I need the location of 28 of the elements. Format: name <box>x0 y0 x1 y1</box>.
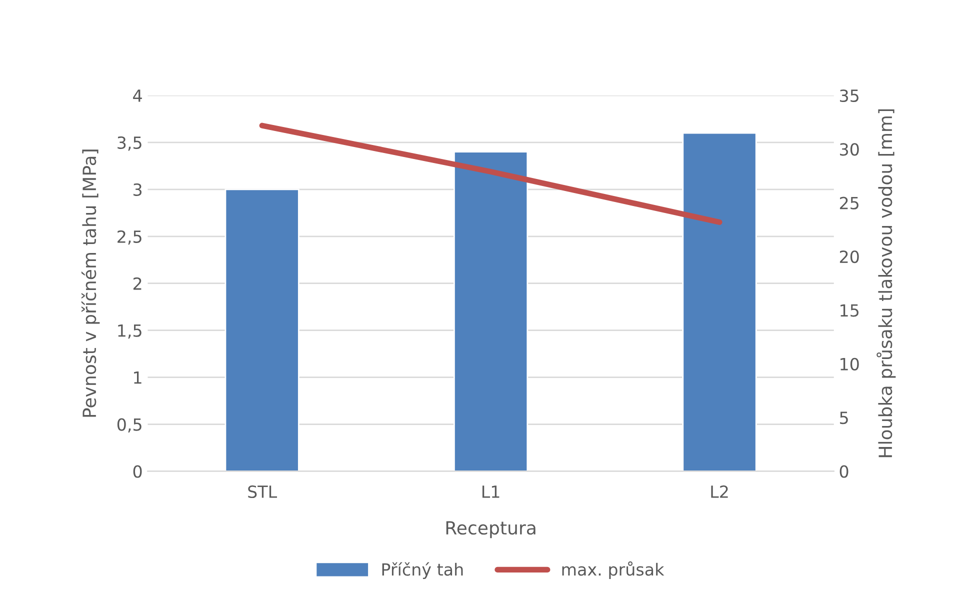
y-tick-label: 1 <box>134 371 142 384</box>
y2-axis-title: Hloubka průsaku tlakovou vodou [mm] <box>876 109 896 458</box>
y2-tick-label: 35 <box>840 89 858 102</box>
y-tick-label: 3 <box>134 183 142 196</box>
legend-label: Příčný tah <box>382 562 463 579</box>
y2-tick-label: 5 <box>840 412 848 424</box>
y-tick-label: 1,5 <box>118 324 142 339</box>
y-tick-label: 0,5 <box>117 418 142 433</box>
y-tick-label: 0 <box>133 465 142 478</box>
y2-tick-label: 0 <box>840 465 848 478</box>
y2-tick-label: 20 <box>840 250 859 264</box>
x-tick-label: L1 <box>482 486 500 498</box>
y2-tick-label: 25 <box>840 196 858 210</box>
y-tick-label: 4 <box>133 90 142 102</box>
legend-label: max. průsak <box>562 561 664 579</box>
y-axis-title: Pevnost v příčném tahu [MPa] <box>81 150 100 417</box>
bar <box>682 132 757 472</box>
y-tick-label: 2,5 <box>118 230 142 245</box>
x-axis-title: Receptura <box>446 521 536 538</box>
x-tick-label: STL <box>248 485 278 498</box>
y2-tick-label: 15 <box>840 304 858 317</box>
bar <box>454 151 528 472</box>
y-tick-label: 2 <box>133 277 142 290</box>
y2-tick-label: 10 <box>840 358 859 370</box>
bar <box>224 188 300 472</box>
y-tick-label: 3,5 <box>118 136 142 151</box>
y2-tick-label: 30 <box>840 143 859 156</box>
x-tick-label: L2 <box>711 485 728 498</box>
